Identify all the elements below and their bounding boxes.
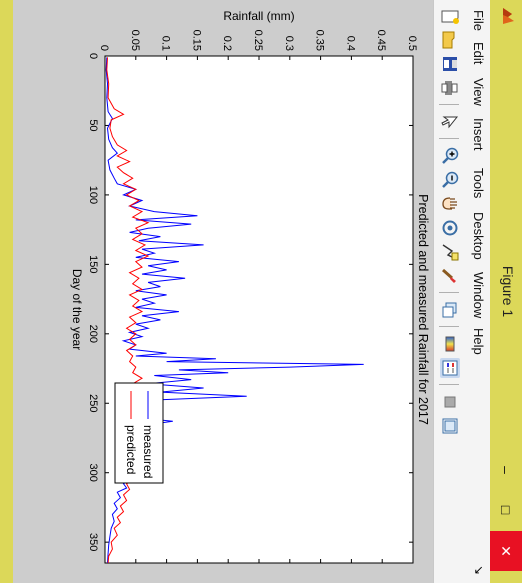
legend-box [114,382,164,484]
menu-view[interactable]: View [471,78,486,106]
rainfall-chart: 0 50 100 150 200 250 300 350 0 0.05 0.1 0.15 0.2 0.25… [70,9,430,564]
brush-icon[interactable] [440,266,460,286]
menu-edit[interactable]: Edit [471,42,486,65]
zoom-in-icon[interactable] [440,146,460,166]
y-tick-label: 0.25 [252,30,264,51]
plot-area [104,55,414,564]
show-plot-tools-icon[interactable] [440,416,460,436]
dock-arrow-icon[interactable]: ↘ [472,564,486,575]
hide-plot-tools-icon[interactable] [440,392,460,412]
zoom-out-icon[interactable] [440,170,460,190]
link-plot-icon[interactable] [440,300,460,320]
toolbar-separator [439,138,459,139]
y-tick-label: 0.1 [160,36,172,51]
close-icon: ✕ [498,545,515,557]
maximize-icon: □ [498,505,514,515]
x-tick-label: 150 [87,255,99,273]
menu-file[interactable]: File [471,10,486,31]
menu-insert[interactable]: Insert [471,118,486,151]
x-tick-label: 50 [87,119,99,131]
toolbar-separator [439,104,459,105]
menu-help[interactable]: Help [471,328,486,355]
colorbar-icon[interactable] [440,334,460,354]
toolbar-separator [439,326,459,327]
window-bottom-border [0,0,13,583]
save-icon[interactable] [440,54,460,74]
menu-desktop[interactable]: Desktop [471,212,486,260]
x-axis-label: Day of the year [70,269,84,350]
toolbar-separator [439,384,459,385]
y-tick-label: 0.35 [314,30,326,51]
chart-title: Predicted and measured Rainfall for 2017 [416,194,430,425]
close-button[interactable]: ✕ [490,531,522,571]
legend-entry-measured: measured [141,425,155,478]
edit-plot-arrow-icon[interactable] [440,112,460,132]
x-tick-label: 350 [87,533,99,551]
y-tick-label: 0.2 [221,36,233,51]
data-cursor-icon[interactable] [440,242,460,262]
open-file-icon[interactable] [440,30,460,50]
y-tick-label: 0.15 [190,30,202,51]
minimize-icon: – [498,466,514,474]
x-tick-label: 200 [87,325,99,343]
minimize-button[interactable]: – [490,453,522,487]
figure-canvas: 0 50 100 150 200 250 300 350 0 0.05 0.1 0.15 0.2 0.25… [13,0,433,583]
toolbar-separator [439,292,459,293]
y-tick-label: 0.3 [283,36,295,51]
menu-bar: File Edit View Insert Tools Desktop Wind… [464,0,490,583]
pan-hand-icon[interactable] [440,194,460,214]
figure-toolbar [433,0,464,583]
y-tick-label: 0 [98,45,110,51]
y-tick-label: 0.05 [129,30,141,51]
matlab-logo-icon [497,6,517,26]
print-icon[interactable] [440,78,460,98]
legend-entry-predicted: predicted [124,425,138,474]
new-figure-icon[interactable] [440,6,460,26]
menu-tools[interactable]: Tools [471,168,486,199]
y-tick-label: 0.4 [344,36,356,51]
maximize-button[interactable]: □ [490,493,522,527]
title-bar[interactable]: Figure 1 – □ ✕ [490,0,522,583]
y-tick-label: 0.5 [406,36,418,51]
y-tick-label: 0.45 [375,30,387,51]
menu-window[interactable]: Window [471,272,486,319]
legend-icon[interactable] [440,358,460,378]
y-axis-label: Rainfall (mm) [223,9,294,23]
x-tick-label: 300 [87,464,99,482]
x-tick-label: 100 [87,186,99,204]
rotate-3d-icon[interactable] [440,218,460,238]
x-tick-label: 250 [87,394,99,412]
x-tick-label: 0 [87,53,99,59]
